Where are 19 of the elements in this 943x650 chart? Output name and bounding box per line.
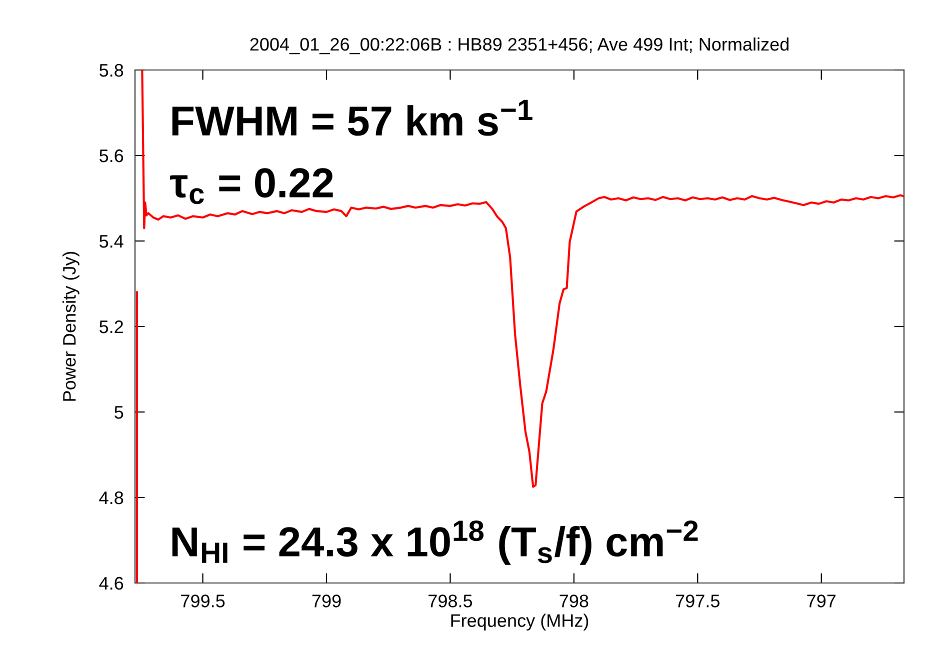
y-axis-title: Power Density (Jy) xyxy=(62,252,80,401)
annotation: τ$_{c}$ = 0.22 xyxy=(170,168,333,204)
y-tick-label: 5.4 xyxy=(100,235,124,248)
x-tick-label: 798 xyxy=(560,594,588,608)
y-tick-label: 5 xyxy=(114,406,124,419)
x-tick-label: 798.5 xyxy=(428,594,472,608)
x-tick-label: 797.5 xyxy=(676,594,720,608)
annotation: FWHM = 57 km s$^{−1}$ xyxy=(172,100,532,136)
x-tick-label: 799.5 xyxy=(181,594,225,608)
y-tick-label: 4.6 xyxy=(99,576,124,590)
annotation: N$_{HI}$ = 24.3 x 10$^{18}$ (T$_{s}$/f) cm$^{−2}$ xyxy=(172,520,698,565)
chart-title: 2004_01_26_00:22:06B : HB89 2351+456; Ave 499 Int; Normalized xyxy=(250,37,788,54)
y-tick-label: 5.6 xyxy=(100,149,124,162)
x-tick-label: 799 xyxy=(312,594,341,608)
y-tick-label: 5.2 xyxy=(100,320,123,334)
y-tick-label: 5.8 xyxy=(100,64,124,77)
x-tick-label: 797 xyxy=(807,594,836,608)
y-tick-label: 4.8 xyxy=(99,491,124,504)
x-axis-title: Frequency (MHz) xyxy=(451,614,588,631)
